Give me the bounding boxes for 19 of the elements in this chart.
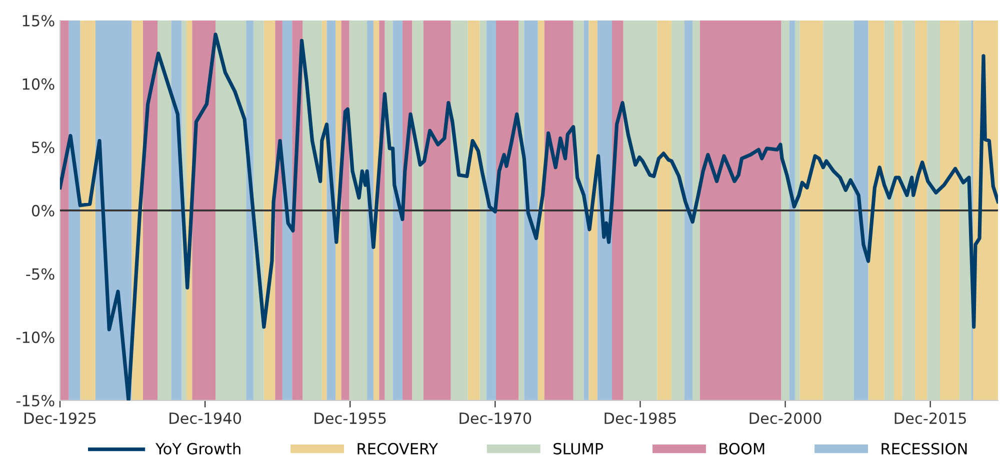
x-tick-label: Dec-2000 [750, 412, 822, 424]
y-tick-label: 0% [32, 204, 54, 216]
y-tick-label: 15% [22, 14, 54, 26]
y-tick-label: -5% [26, 268, 54, 280]
legend-label: BOOM [720, 442, 764, 454]
x-tick-label: Dec-2015 [894, 412, 966, 424]
y-tick-label: -10% [16, 332, 54, 344]
y-tick-label: 5% [32, 142, 54, 154]
x-tick-label: Dec-1940 [170, 412, 242, 424]
legend-label: RECOVERY [358, 442, 438, 454]
x-tick-label: Dec-1925 [24, 412, 96, 424]
y-tick-label: -15% [16, 394, 54, 406]
x-tick-label: Dec-1985 [604, 412, 676, 424]
x-tick-label: Dec-1955 [314, 412, 386, 424]
legend-label: RECESSION [882, 442, 967, 454]
x-tick-label: Dec-1970 [460, 412, 532, 424]
y-tick-label: 10% [22, 78, 54, 90]
legend-label: YoY Growth [155, 442, 240, 454]
legend-label: SLUMP [554, 442, 604, 454]
